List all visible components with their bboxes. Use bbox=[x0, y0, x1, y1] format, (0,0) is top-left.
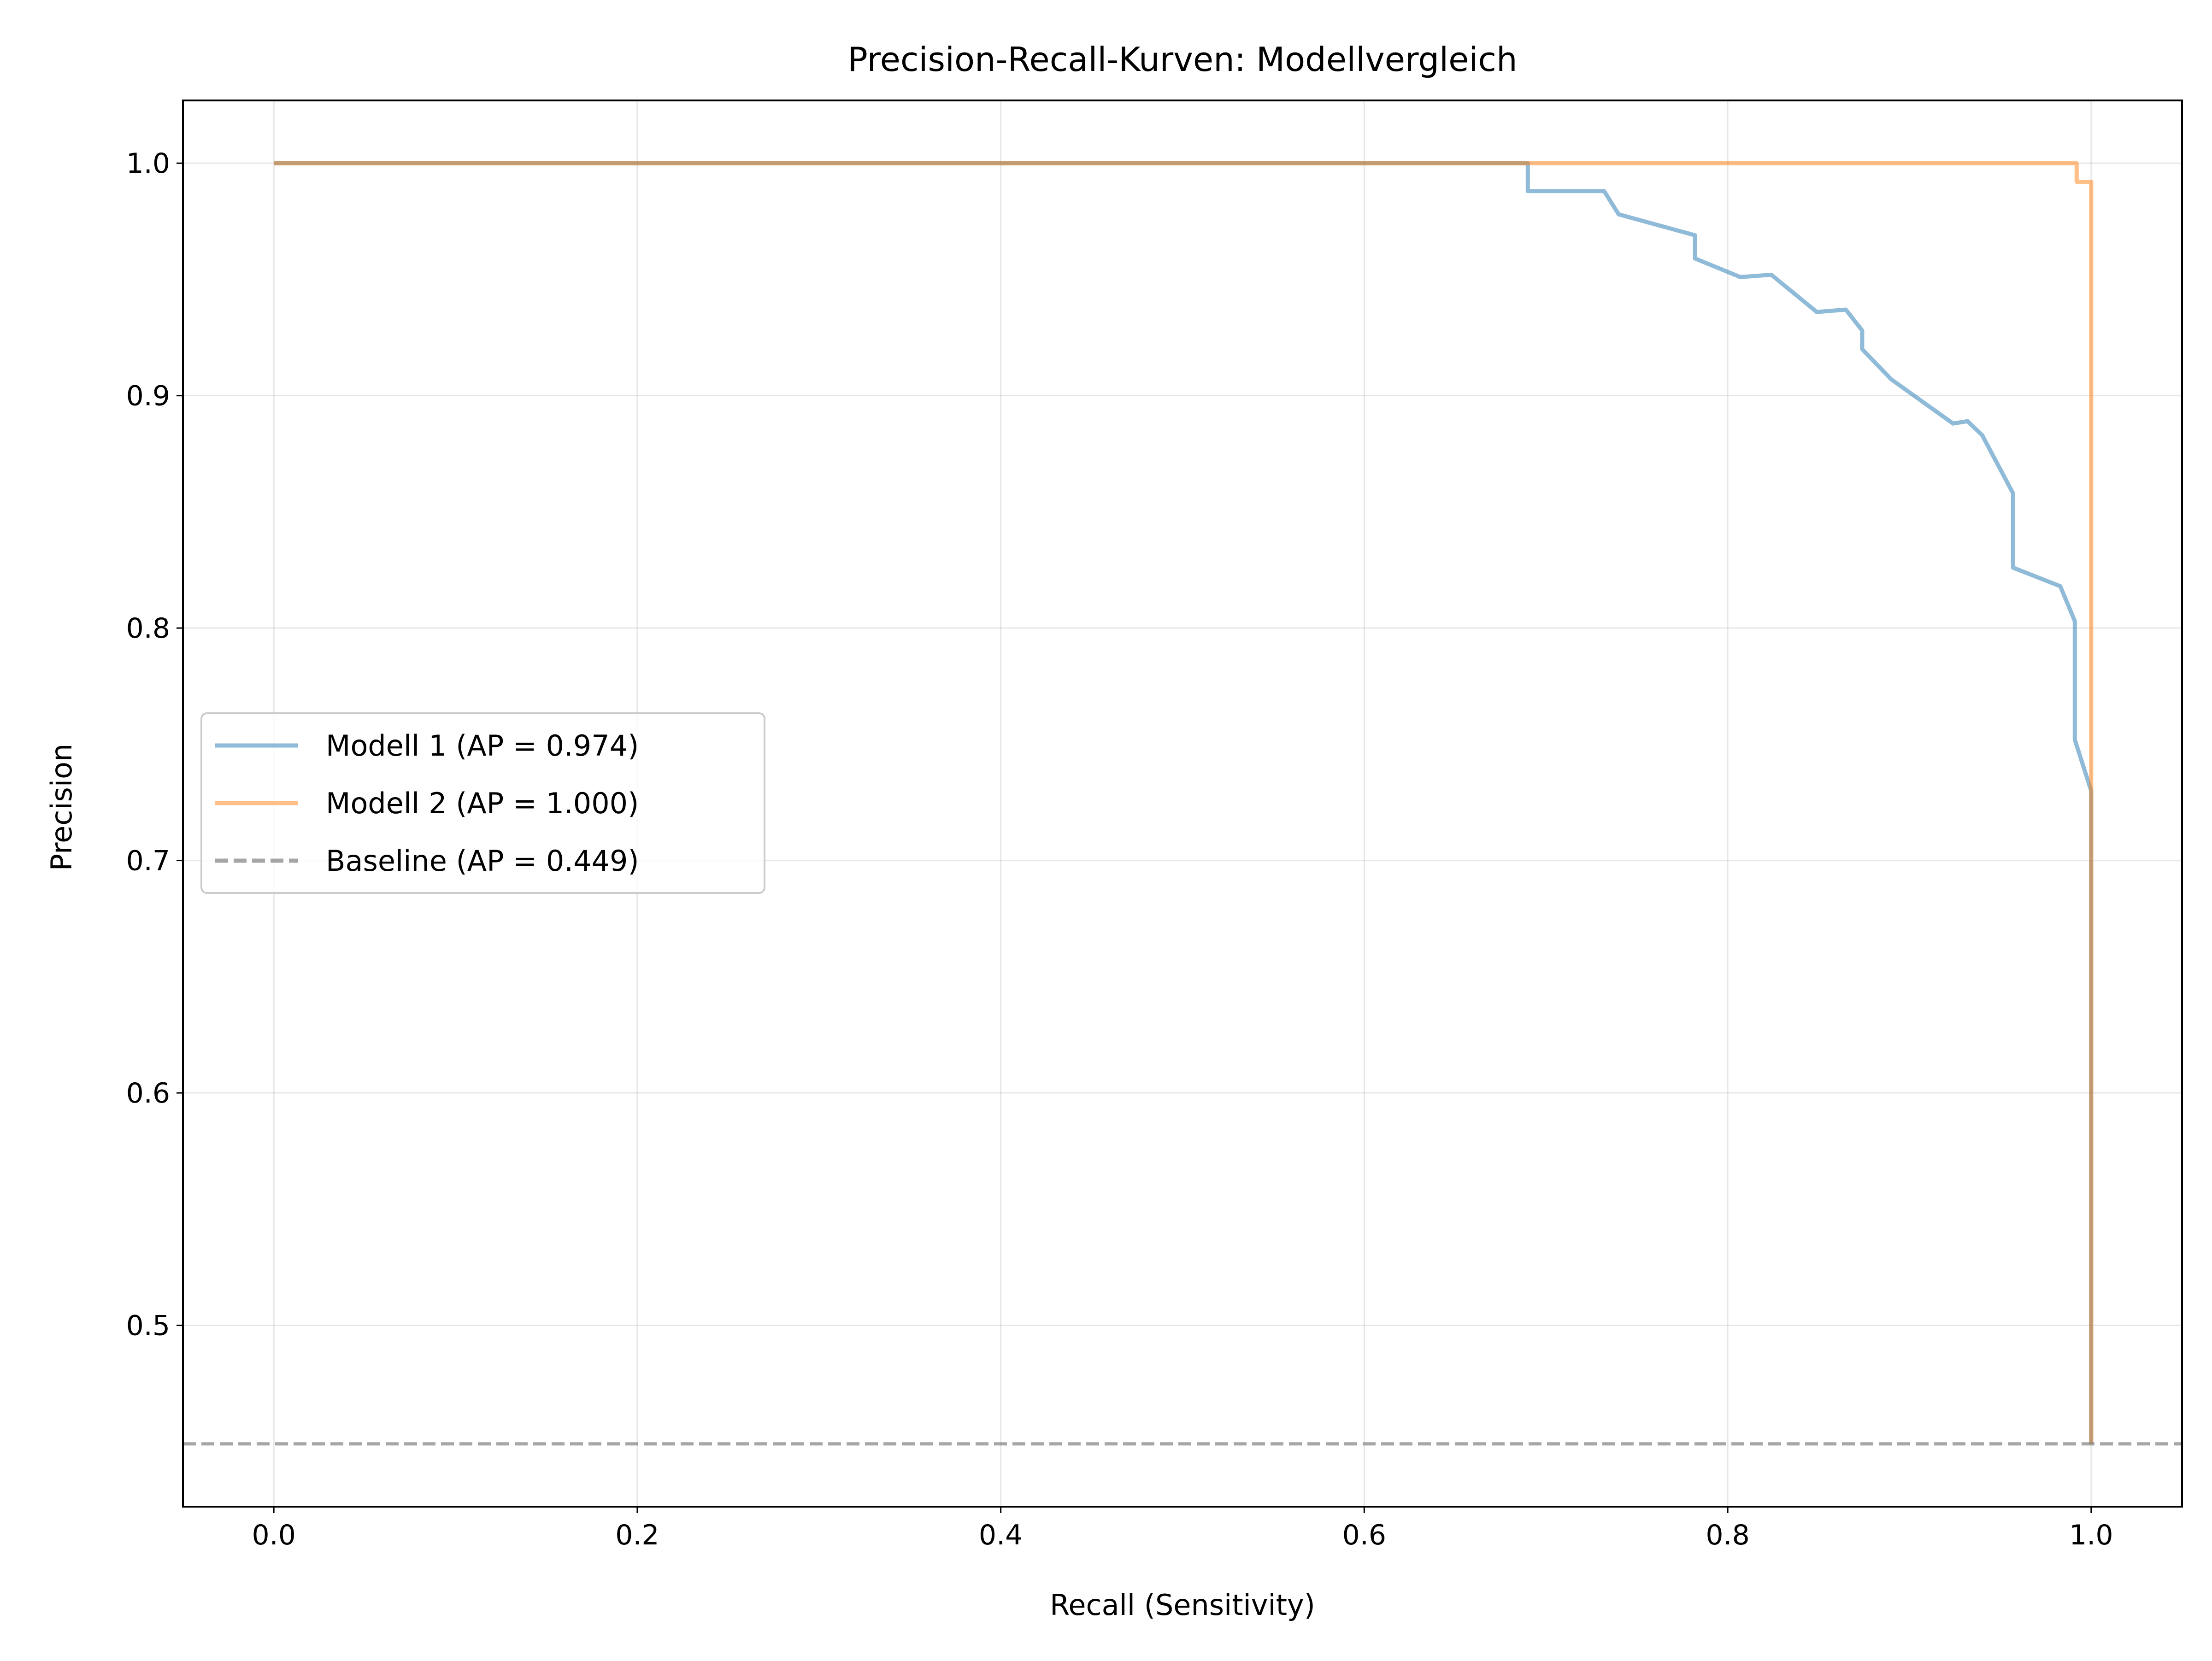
series-1-line bbox=[274, 161, 2094, 1444]
y-tick-label: 0.5 bbox=[126, 1310, 170, 1342]
x-tick-label: 0.6 bbox=[1342, 1519, 1386, 1551]
x-axis-label: Recall (Sensitivity) bbox=[1050, 1588, 1315, 1622]
y-tick-label: 1.0 bbox=[126, 147, 170, 180]
legend-box bbox=[200, 712, 765, 894]
x-tick-label: 0.2 bbox=[615, 1519, 659, 1551]
y-tick-label: 0.9 bbox=[126, 380, 170, 412]
series-layer bbox=[183, 161, 2182, 1446]
legend-label: Modell 2 (AP = 1.000) bbox=[326, 786, 639, 820]
y-tick-label: 0.8 bbox=[126, 612, 170, 645]
x-tick-label: 0.0 bbox=[252, 1519, 295, 1551]
x-tick-label: 1.0 bbox=[2069, 1519, 2113, 1551]
series-2-line bbox=[274, 161, 2094, 1444]
ticks-layer: 0.0 0.2 0.4 0.6 0.8 1.0 0.5 0.6 0.7 0.8 0.9 1.0 bbox=[126, 147, 2113, 1551]
legend: Modell 1 (AP = 0.974) Modell 2 (AP = 1.00… bbox=[200, 712, 765, 894]
plot-frame bbox=[182, 100, 2183, 1508]
chart-title: Precision-Recall-Kurven: Modellvergleich bbox=[847, 40, 1517, 79]
legend-label: Modell 1 (AP = 0.974) bbox=[326, 729, 639, 763]
x-tick-label: 0.8 bbox=[1706, 1519, 1749, 1551]
legend-label: Baseline (AP = 0.449) bbox=[326, 844, 639, 878]
y-axis-label: Precision bbox=[45, 744, 78, 871]
y-tick-label: 0.7 bbox=[126, 845, 170, 877]
x-tick-label: 0.4 bbox=[979, 1519, 1023, 1551]
y-tick-label: 0.6 bbox=[126, 1077, 170, 1109]
